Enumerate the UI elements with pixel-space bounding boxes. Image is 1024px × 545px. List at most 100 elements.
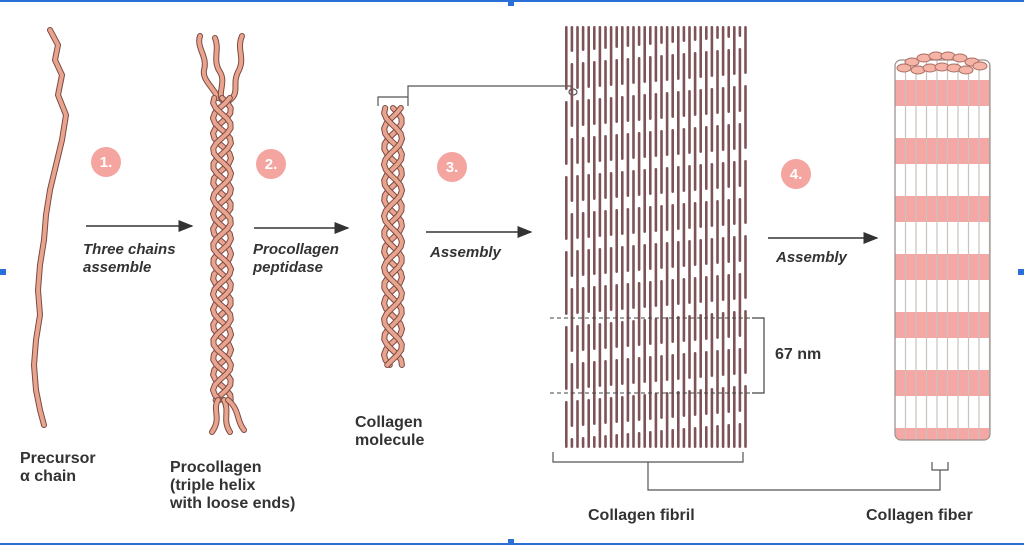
fibril-segment [621, 96, 624, 160]
procollagen-loose-end-top-3 [227, 33, 245, 103]
fibril-segment [565, 401, 568, 448]
fibril-segment [626, 133, 630, 197]
fibril-segment [738, 48, 742, 112]
fibril-segment [632, 95, 635, 159]
fibril-segment [581, 437, 585, 448]
fiber-cylinder-end [952, 53, 968, 63]
fibril-segment [660, 130, 663, 194]
fibril-segment [654, 318, 658, 382]
fibril-to-fiber-bracket [552, 452, 949, 491]
fibril-segment [598, 173, 602, 237]
fibril-segment [632, 395, 635, 448]
precursor-label-line2: α chain [20, 468, 77, 485]
fibril-segment [593, 211, 596, 275]
fibril-segment [587, 26, 590, 88]
fibril-segment [721, 26, 725, 76]
fibril-segment [598, 98, 602, 162]
fibril-segment [565, 101, 568, 165]
fibril-segment [744, 310, 747, 374]
resize-handle-top[interactable] [508, 0, 514, 6]
resize-handle-left[interactable] [0, 269, 6, 275]
fibril-segment [660, 280, 663, 344]
fibril-segment [632, 320, 635, 384]
fibril-segment [688, 240, 691, 304]
fibril-segment [609, 247, 613, 311]
fibril-segment [682, 203, 686, 267]
fibril-segment [587, 174, 590, 238]
fibril-segment [598, 26, 602, 87]
fibril-segment [637, 132, 641, 196]
fibril-segment [716, 425, 719, 448]
fibril-segment [570, 213, 574, 277]
fibril-segment [705, 426, 708, 448]
fibril-segment [615, 134, 618, 198]
fibril-segment [570, 26, 574, 52]
procollagen-loose-end-top-2 [212, 35, 226, 103]
fibril-segment [621, 171, 624, 235]
fibril-segment [727, 49, 730, 113]
fibril-segment [565, 26, 568, 90]
fibril-segment [699, 314, 702, 378]
fibril-segment [699, 89, 702, 153]
fibril-segment [682, 278, 686, 342]
fibril-segment [609, 172, 613, 236]
fiber-band [895, 370, 990, 396]
fibril-segment [654, 168, 658, 232]
fibril-segment [621, 26, 624, 85]
fibril-segment [727, 26, 730, 38]
resize-handle-bottom[interactable] [508, 539, 514, 545]
fibril-segment [609, 397, 613, 448]
precursor-strand [31, 27, 69, 428]
fibril-segment [744, 235, 747, 299]
fibril-segment [716, 200, 719, 264]
fibril-segment [593, 136, 596, 200]
fibril-segment [738, 273, 742, 337]
fibril-segment [733, 236, 736, 300]
fibril-segment [581, 137, 585, 201]
fiber-cylinder-end [904, 57, 920, 67]
fibril-segment [621, 246, 624, 310]
fibril-segment [581, 212, 585, 276]
fibril-segment [654, 93, 658, 157]
fibril-segment [660, 205, 663, 269]
fibril-segment [710, 388, 714, 448]
fibril-segment [637, 357, 641, 421]
procollagen-label-line1: Procollagen [170, 459, 262, 476]
fibril-segment [682, 353, 686, 417]
fibril-segment [699, 389, 702, 448]
fibril-segment [665, 26, 669, 81]
fibril-segment [649, 26, 652, 45]
fibril-segment [727, 274, 730, 338]
fibril-segment [643, 319, 646, 383]
fibril-segment [705, 126, 708, 190]
fibril-segment [693, 427, 697, 448]
fibril-segment [649, 356, 652, 420]
resize-handle-right[interactable] [1018, 269, 1024, 275]
period-bracket [752, 317, 765, 394]
fibril-segment [665, 167, 669, 231]
fibril-segment [665, 392, 669, 448]
fibril-segment [677, 91, 680, 155]
fibril-segment [716, 275, 719, 339]
fibril-segment [587, 399, 590, 448]
fiber-band [895, 312, 990, 338]
step-1-label-line2: assemble [83, 259, 152, 276]
fibril-segment [609, 322, 613, 386]
fibril-segment [565, 251, 568, 315]
fibril-segment [570, 363, 574, 427]
fibril-segment [699, 164, 702, 228]
procollagen-label: Procollagen (triple helix with loose end… [170, 459, 295, 513]
molecule-helix-strand [381, 105, 405, 368]
fibril-segment [721, 237, 725, 301]
fibril-segment [693, 127, 697, 191]
fibril-segment [654, 26, 658, 82]
fibril-segment [693, 352, 697, 416]
fiber-cylinder-end [972, 61, 988, 71]
step-1-label-line1: Three chains [83, 241, 176, 258]
fibril-segment [587, 99, 590, 163]
fibril-segment [688, 90, 691, 154]
fibril-segment [632, 26, 635, 84]
fibril-segment [733, 86, 736, 150]
fibril-segment [626, 433, 630, 448]
